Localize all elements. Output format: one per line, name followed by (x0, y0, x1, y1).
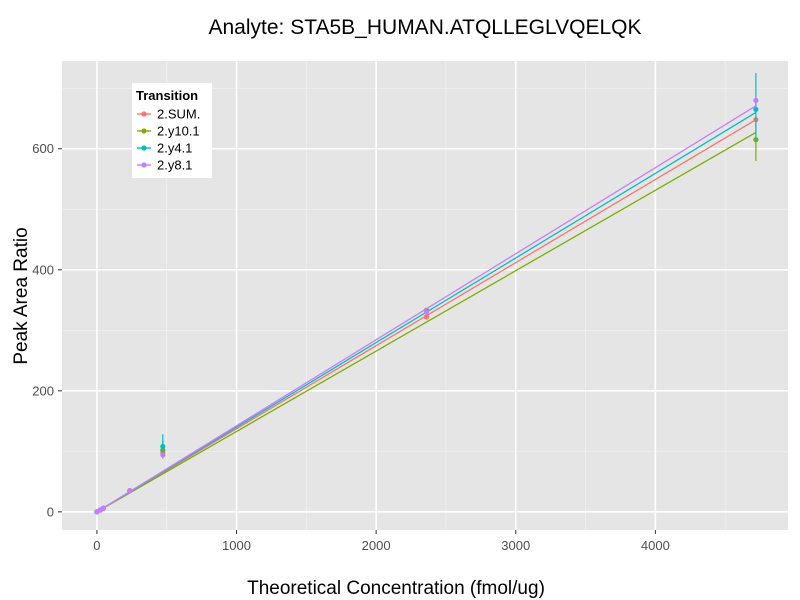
y-axis: 0 200 400 600 (32, 141, 62, 519)
legend: Transition 2.SUM. 2.y10.1 2.y4.1 2.y8.1 (132, 83, 212, 178)
legend-key-point (141, 128, 147, 134)
data-point (160, 443, 166, 450)
legend-label: 2.y4.1 (157, 141, 192, 156)
x-tick-label: 2000 (362, 538, 391, 553)
series-layer (94, 73, 759, 515)
data-point (160, 452, 166, 458)
legend-label: 2.SUM. (157, 107, 200, 122)
data-point (100, 505, 107, 511)
data-point (423, 314, 429, 320)
legend-items: 2.SUM. 2.y10.1 2.y4.1 2.y8.1 (137, 107, 200, 173)
fit-line (96, 131, 757, 513)
legend-label: 2.y8.1 (157, 158, 192, 173)
legend-label: 2.y10.1 (157, 124, 200, 139)
data-point (423, 309, 429, 315)
series-2.y8.1 (94, 97, 759, 515)
fit-line (96, 105, 757, 513)
chart-title: Analyte: STA5B_HUMAN.ATQLLEGLVQELQK (209, 16, 642, 39)
x-tick-label: 3000 (501, 538, 530, 553)
y-tick-label: 600 (32, 141, 54, 156)
legend-title: Transition (136, 88, 198, 103)
x-tick-label: 1000 (222, 538, 251, 553)
x-tick-label: 0 (93, 538, 100, 553)
y-tick-label: 400 (32, 262, 54, 277)
x-axis-label: Theoretical Concentration (fmol/ug) (247, 578, 545, 599)
legend-key-point (141, 162, 147, 168)
data-point (753, 97, 759, 103)
legend-key-point (141, 145, 147, 151)
y-axis-label: Peak Area Ratio (11, 227, 32, 364)
data-point (127, 488, 133, 494)
x-tick-label: 4000 (641, 538, 670, 553)
y-tick-label: 200 (32, 383, 54, 398)
y-tick-label: 0 (47, 504, 54, 519)
x-axis: 0 1000 2000 3000 4000 (93, 530, 670, 553)
data-point (753, 106, 759, 113)
legend-key-point (141, 111, 147, 117)
